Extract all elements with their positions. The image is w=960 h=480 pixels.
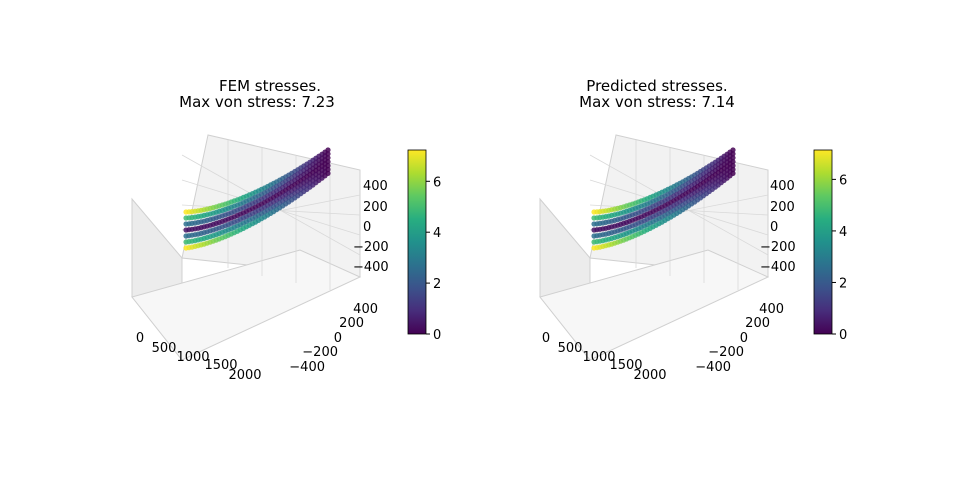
scatter-point: [730, 166, 736, 173]
z-tick: 400: [363, 179, 388, 194]
z-tick: 0: [770, 220, 778, 235]
scatter-point: [730, 163, 736, 169]
y-ticks: 400 200 0 −200 −400: [695, 302, 784, 375]
colorbar: 0 2 4 6: [407, 149, 441, 343]
colorbar-tick-label: 4: [433, 226, 441, 241]
y-tick: 0: [334, 331, 342, 346]
y-tick: −200: [302, 345, 338, 360]
colorbar-tick-label: 2: [839, 276, 847, 291]
scatter-point: [325, 147, 331, 153]
x-ticks: 0 500 1000 1500 2000: [136, 331, 262, 383]
y-tick: 0: [740, 331, 748, 346]
z-tick: 400: [770, 179, 795, 194]
colorbar-ticks: 0 2 4 6: [832, 173, 847, 343]
x-tick: 500: [152, 341, 177, 356]
scatter-point: [730, 159, 736, 165]
y-ticks: 400 200 0 −200 −400: [289, 302, 378, 375]
x-tick: 1500: [609, 358, 642, 373]
x-tick: 2000: [633, 368, 666, 383]
scatter-point: [325, 155, 331, 161]
z-tick: −400: [353, 260, 389, 275]
pane-floor: [131, 249, 362, 361]
y-tick: −400: [289, 360, 325, 375]
y-tick: 400: [353, 302, 378, 317]
subplot-predicted: Predicted stresses. Max von stress: 7.14…: [539, 77, 847, 383]
z-ticks: 400 200 0 −200 −400: [353, 179, 389, 275]
x-tick: 0: [136, 331, 144, 346]
scatter-point: [730, 151, 736, 157]
y-tick: −400: [695, 360, 731, 375]
z-ticks: 400 200 0 −200 −400: [760, 179, 796, 275]
colorbar-ticks: 0 2 4 6: [426, 175, 441, 343]
z-tick: 200: [363, 200, 388, 215]
z-tick: −200: [353, 240, 389, 255]
scatter-point: [325, 170, 331, 176]
colorbar-gradient: [813, 149, 833, 335]
scatter-point: [730, 147, 736, 153]
x-tick: 2000: [228, 368, 261, 383]
x-tick: 1000: [176, 350, 209, 365]
title-line-2: Max von stress: 7.14: [579, 93, 735, 111]
scatter-point: [325, 151, 331, 157]
colorbar-tick-label: 6: [433, 175, 441, 190]
z-tick: −400: [760, 260, 796, 275]
z-tick: 200: [770, 200, 795, 215]
x-tick: 1500: [204, 358, 237, 373]
scatter-point: [325, 166, 331, 173]
title-line-2: Max von stress: 7.23: [179, 93, 335, 111]
colorbar-tick-label: 4: [839, 225, 847, 240]
y-tick: 200: [745, 316, 770, 331]
colorbar-tick-label: 6: [839, 173, 847, 188]
y-tick: 400: [759, 302, 784, 317]
title-line-1: Predicted stresses.: [586, 77, 727, 95]
pane-floor: [539, 249, 770, 361]
scatter-point: [325, 159, 331, 165]
scatter-points: [183, 147, 331, 251]
scatter-point: [730, 170, 736, 176]
colorbar-tick-label: 0: [839, 328, 847, 343]
y-tick: −200: [708, 345, 744, 360]
z-tick: −200: [760, 240, 796, 255]
z-tick: 0: [363, 220, 371, 235]
colorbar: 0 2 4 6: [813, 149, 847, 343]
scatter-points: [591, 147, 736, 251]
colorbar-tick-label: 2: [433, 277, 441, 292]
y-tick: 200: [339, 316, 364, 331]
colorbar-gradient: [407, 149, 427, 335]
colorbar-tick-label: 0: [433, 328, 441, 343]
x-tick: 1000: [582, 350, 615, 365]
title-line-1: FEM stresses.: [219, 77, 321, 95]
x-tick: 0: [542, 331, 550, 346]
scatter-point: [730, 155, 736, 161]
x-tick: 500: [558, 341, 583, 356]
scatter-point: [325, 163, 331, 169]
x-ticks: 0 500 1000 1500 2000: [542, 331, 667, 383]
subplot-fem: FEM stresses. Max von stress: 7.23 0 500…: [131, 77, 441, 383]
